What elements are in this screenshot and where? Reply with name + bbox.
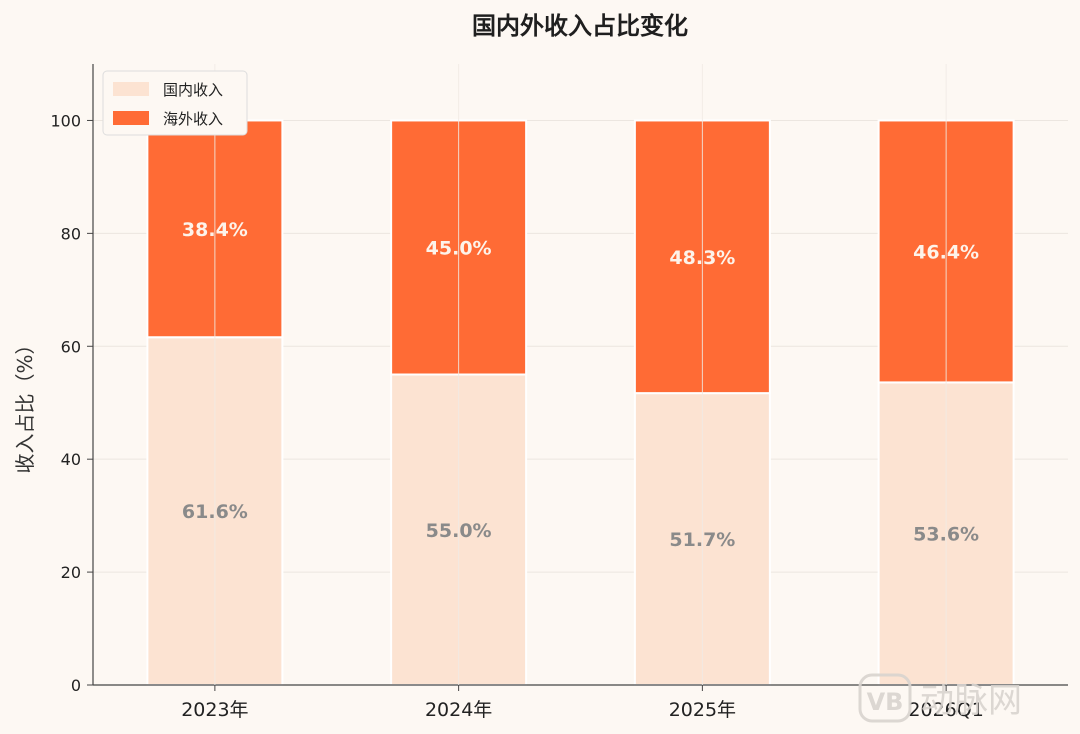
y-tick-label: 40 — [61, 450, 81, 469]
legend: 国内收入 海外收入 — [102, 70, 248, 136]
x-tick-label: 2025年 — [669, 699, 736, 721]
axes-layer: 0 20 40 60 80 100 2023年 2024年 2025年 2026Q1 — [50, 64, 1068, 721]
y-tick-label: 80 — [61, 224, 81, 243]
bars-layer — [146, 119, 1015, 686]
legend-swatch-domestic — [113, 82, 149, 96]
watermark-text: 动脉网 — [920, 681, 1022, 721]
legend-swatch-overseas — [113, 111, 149, 125]
x-tick-label: 2023年 — [181, 699, 248, 721]
legend-label-domestic: 国内收入 — [163, 81, 223, 99]
y-tick-label: 0 — [71, 676, 81, 695]
y-tick-label: 20 — [61, 563, 81, 582]
x-tick-label: 2026Q1 — [908, 699, 983, 721]
y-axis-label: 收入占比（%） — [13, 334, 37, 473]
watermark-badge-icon — [858, 673, 912, 723]
chart-title: 国内外收入占比变化 — [472, 12, 688, 40]
y-tick-label: 60 — [61, 337, 81, 356]
x-tick-label: 2024年 — [425, 699, 492, 721]
watermark-badge-text: VB — [867, 688, 904, 716]
labels-layer: 61.6%38.4%55.0%45.0%51.7%48.3%53.6%46.4% — [182, 64, 979, 685]
y-tick-label: 100 — [50, 111, 81, 130]
legend-label-overseas: 海外收入 — [163, 110, 223, 128]
watermark: VB 动脉网 — [858, 673, 1022, 723]
